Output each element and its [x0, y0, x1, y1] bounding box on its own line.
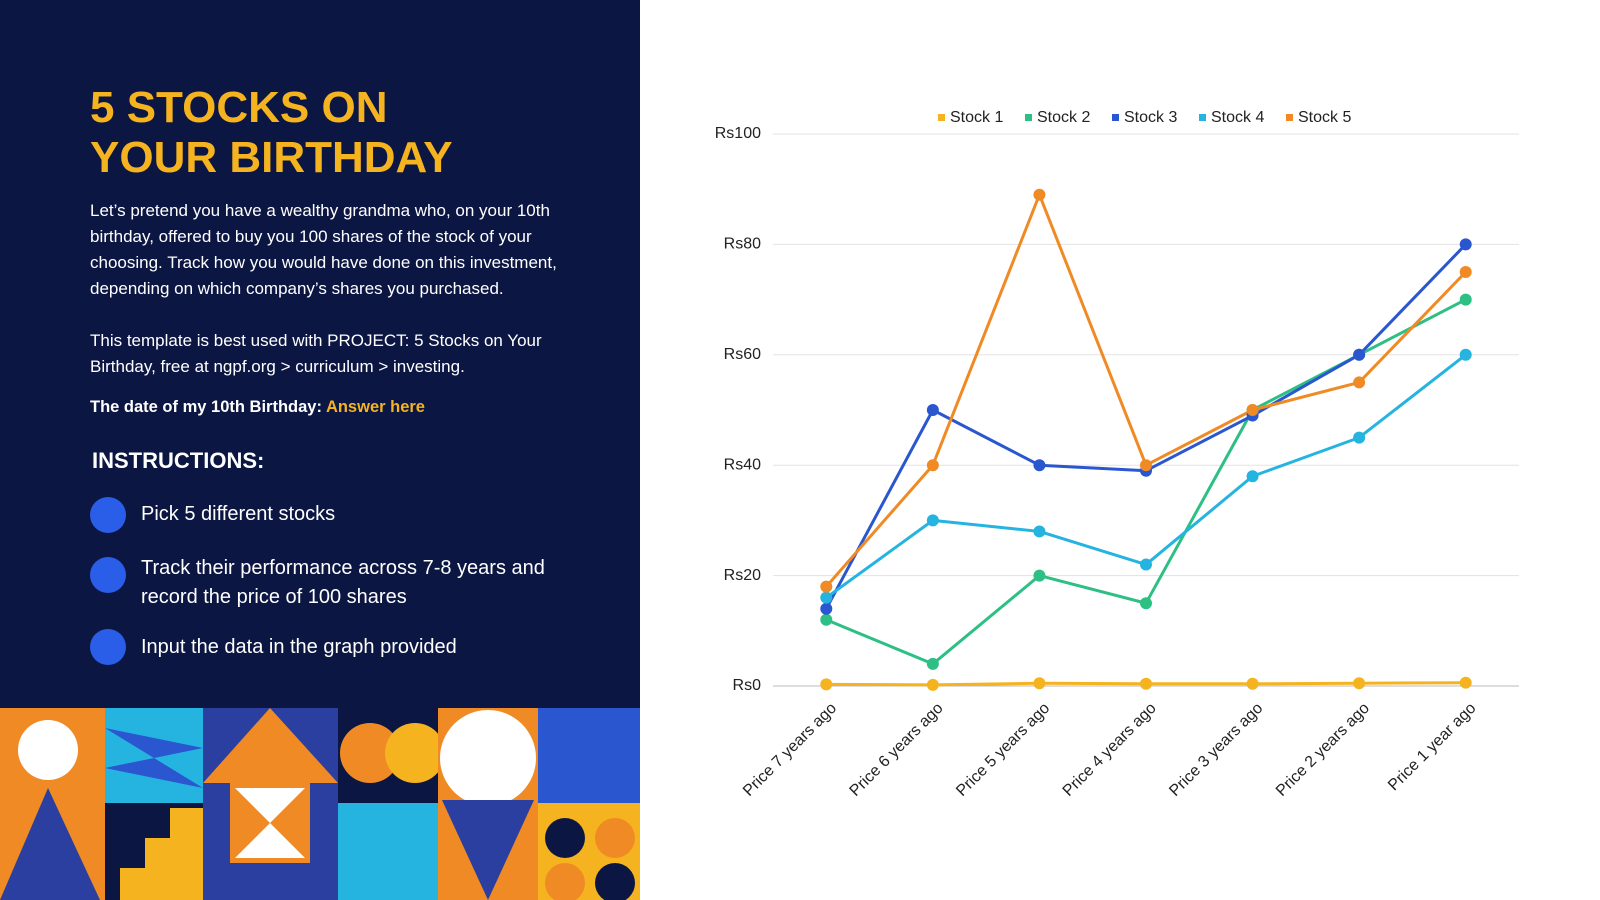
point [1033, 677, 1046, 690]
point [1033, 459, 1046, 472]
arc [340, 723, 400, 783]
legend-swatch [1025, 114, 1032, 121]
hourglass [235, 788, 305, 858]
birthday-label: The date of my 10th Birthday: [90, 398, 322, 416]
legend-label: Stock 3 [1124, 109, 1177, 126]
point [1459, 348, 1472, 361]
point [1140, 558, 1152, 571]
instruction: Track their performance across 7-8 years… [141, 557, 545, 608]
point [1459, 266, 1472, 278]
point [820, 580, 833, 593]
bullet [90, 497, 126, 533]
point [820, 602, 833, 615]
pattern [0, 708, 640, 900]
point [1353, 677, 1366, 690]
roof [203, 708, 338, 783]
instructions-heading: INSTRUCTIONS: [92, 448, 265, 473]
series-line [824, 243, 1467, 610]
bullet [90, 629, 126, 665]
zigzag [105, 728, 203, 788]
point [926, 404, 939, 416]
point [1353, 431, 1366, 444]
point [1246, 404, 1259, 416]
birthday-line: The date of my 10th Birthday: Answer her… [90, 398, 425, 417]
legend-swatch [1286, 114, 1293, 121]
ring [595, 863, 635, 900]
point [1033, 525, 1046, 538]
ring [545, 863, 585, 900]
point [1033, 188, 1046, 201]
paragraph: This template is best used with PROJECT:… [90, 331, 542, 376]
point [926, 678, 939, 691]
ring [545, 818, 585, 858]
instruction: Input the data in the graph provided [141, 636, 457, 658]
title: YOUR BIRTHDAY [90, 133, 453, 182]
steps [120, 808, 203, 900]
triangle [0, 788, 100, 900]
point [926, 459, 939, 472]
bullet [90, 557, 126, 593]
y-tick-label: Rs0 [733, 677, 762, 694]
y-tick-label: Rs100 [715, 125, 761, 142]
x-tick-label: Price 2 years ago [1273, 700, 1373, 800]
legend-label: Stock 4 [1211, 109, 1264, 126]
legend-label: Stock 2 [1037, 109, 1090, 126]
legend-label: Stock 1 [950, 109, 1003, 126]
arc [385, 723, 445, 783]
x-tick-label: Price 5 years ago [953, 700, 1053, 800]
point [820, 613, 833, 626]
side-panel: 5 STOCKS ON YOUR BIRTHDAY Let’s pretend … [0, 0, 640, 900]
y-tick-label: Rs40 [724, 456, 761, 473]
x-tick-label: Price 4 years ago [1060, 700, 1160, 800]
birthday-answer[interactable]: Answer here [325, 398, 425, 416]
legend-swatch [938, 114, 945, 121]
legend-swatch [1199, 114, 1206, 121]
checker [338, 803, 438, 900]
y-tick-label: Rs80 [724, 236, 761, 253]
x-tick-label: Price 6 years ago [847, 700, 947, 800]
cone [442, 800, 534, 900]
paragraph: Let’s pretend you have a wealthy grandma… [90, 201, 557, 298]
scoop [440, 710, 536, 806]
point [1140, 597, 1152, 610]
legend-swatch [1112, 114, 1119, 121]
point [1459, 293, 1472, 306]
x-tick-label: Price 7 years ago [740, 700, 840, 800]
chart: Rs0 Rs20 Rs40 Rs60 Rs80 Rs100 Price 7 years ag… [715, 109, 1519, 800]
point [820, 678, 833, 691]
point [1033, 569, 1046, 582]
point [1353, 348, 1366, 361]
point [1140, 459, 1152, 472]
legend-label: Stock 5 [1298, 109, 1351, 126]
point [926, 514, 939, 527]
point [1459, 238, 1472, 251]
ring [595, 818, 635, 858]
point [926, 657, 939, 670]
point [1246, 470, 1259, 483]
series-line [825, 298, 1467, 666]
title: 5 STOCKS ON [90, 83, 388, 132]
point [820, 591, 833, 604]
y-tick-label: Rs20 [724, 567, 761, 584]
point [1353, 376, 1366, 389]
instruction: Pick 5 different stocks [141, 503, 336, 525]
y-tick-label: Rs60 [724, 346, 761, 363]
point [1246, 677, 1259, 690]
point [1459, 676, 1472, 689]
flower [18, 720, 78, 780]
x-tick-label: Price 1 year ago [1385, 700, 1479, 794]
tile [538, 708, 640, 803]
point [1140, 677, 1152, 690]
x-tick-label: Price 3 years ago [1166, 700, 1266, 800]
